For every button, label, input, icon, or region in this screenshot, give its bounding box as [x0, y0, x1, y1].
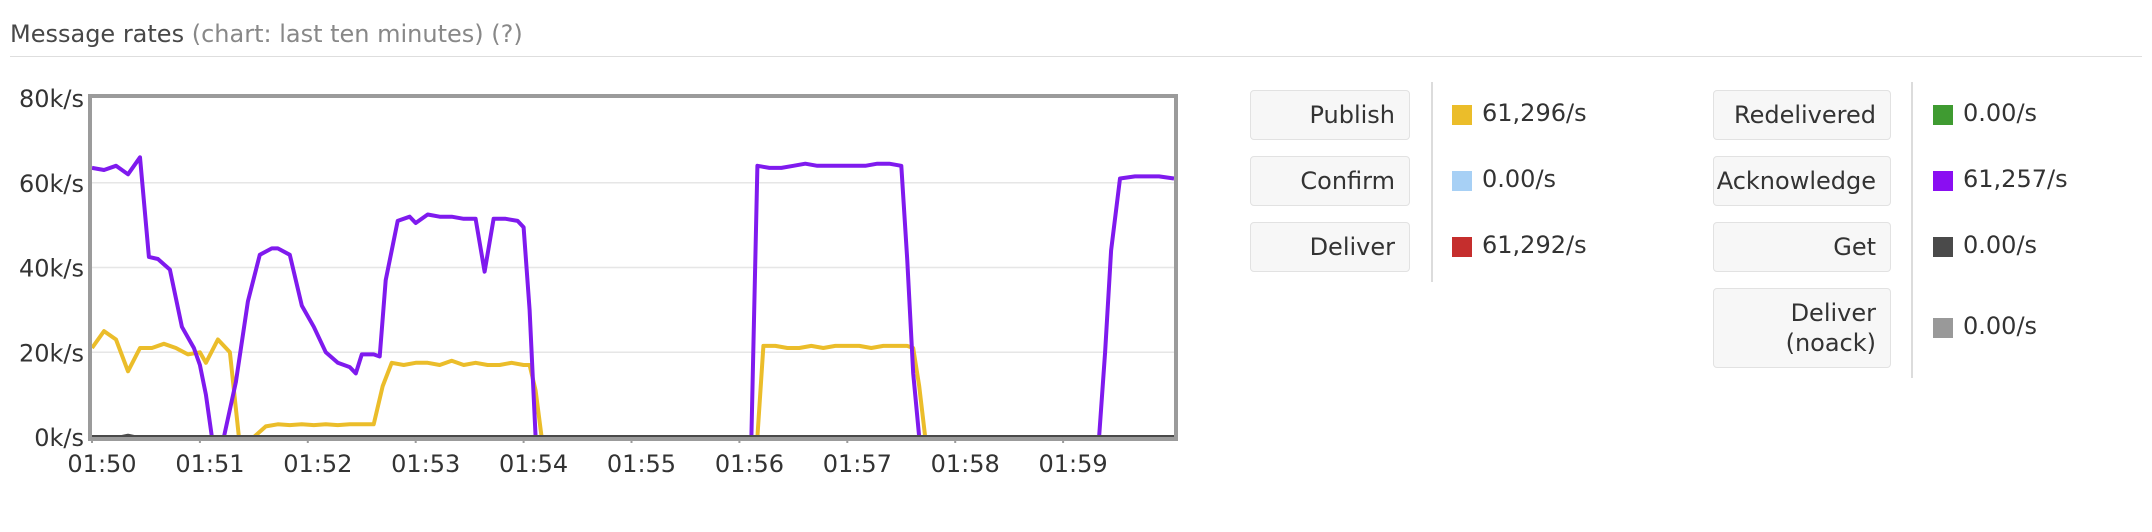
help-link[interactable]: (?) [491, 20, 523, 48]
title-text: Message rates [10, 20, 185, 48]
legend-value: 0.00/s [1963, 312, 2038, 340]
legend-label: Acknowledge [1716, 167, 1876, 195]
legend-row: Deliver 61,292/s [1250, 222, 1710, 274]
legend-value: 61,257/s [1963, 165, 2068, 193]
legend-row: Publish 61,296/s [1250, 90, 1710, 142]
legend-label: Publish [1309, 101, 1395, 129]
legend-toggle-redelivered[interactable]: Redelivered [1713, 90, 1891, 140]
y-tick-label: 20k/s [19, 339, 84, 367]
legend-row: Redelivered 0.00/s [1713, 90, 2152, 142]
legend-label: Get [1833, 233, 1876, 261]
legend-toggle-publish[interactable]: Publish [1250, 90, 1410, 140]
legend-toggle-get[interactable]: Get [1713, 222, 1891, 272]
legend-divider-left [1431, 82, 1433, 282]
legend-label: Confirm [1300, 167, 1395, 195]
series-line-get [92, 433, 1174, 439]
legend-value: 61,296/s [1482, 99, 1587, 127]
chart-frame [88, 94, 1178, 441]
legend-row: Deliver (noack) 0.00/s [1713, 288, 2152, 368]
legend-value: 61,292/s [1482, 231, 1587, 259]
legend-row: Get 0.00/s [1713, 222, 2152, 274]
legend-swatch [1933, 105, 1953, 125]
legend-row: Acknowledge 61,257/s [1713, 156, 2152, 208]
legend-toggle-deliver[interactable]: Deliver [1250, 222, 1410, 272]
legend-swatch [1452, 105, 1472, 125]
series-line-acknowledge [91, 155, 1175, 439]
legend-left: Publish 61,296/s Confirm 0.00/s Deliver 61,29… [1250, 90, 1590, 290]
series-line-publish [90, 329, 1174, 439]
legend-swatch [1933, 171, 1953, 191]
legend-swatch [1933, 237, 1953, 257]
legend-toggle-confirm[interactable]: Confirm [1250, 156, 1410, 206]
legend-toggle-deliver-noack[interactable]: Deliver (noack) [1713, 288, 1891, 368]
legend-divider-right [1911, 82, 1913, 378]
x-tick-label: 01:51 [175, 450, 244, 478]
legend-swatch [1933, 318, 1953, 338]
chart-grid [92, 182, 1174, 353]
section-title: Message rates (chart: last ten minutes) … [10, 20, 523, 48]
legend-toggle-acknowledge[interactable]: Acknowledge [1713, 156, 1891, 206]
legend-swatch [1452, 171, 1472, 191]
x-tick-label: 01:55 [607, 450, 676, 478]
legend-label: Redelivered [1733, 101, 1876, 129]
message-rates-header: Message rates (chart: last ten minutes) … [10, 18, 2142, 57]
y-tick-label: 40k/s [19, 255, 84, 283]
legend-value: 0.00/s [1963, 99, 2038, 127]
x-tick-label: 01:57 [823, 450, 892, 478]
x-tick-label: 01:53 [391, 450, 460, 478]
x-tick-label: 01:58 [931, 450, 1000, 478]
y-tick-label: 0k/s [34, 424, 84, 452]
legend-swatch [1452, 237, 1472, 257]
x-axis-ticks: 01:50 01:51 01:52 01:53 01:54 01:55 01:56 01:57… [67, 437, 1108, 478]
legend-label: Deliver [1309, 233, 1395, 261]
y-axis-ticks: 80k/s 60k/s 40k/s 20k/s 0k/s [19, 85, 84, 452]
chart-series [90, 155, 1175, 439]
message-rates-chart: 80k/s 60k/s 40k/s 20k/s 0k/s 01:50 01:51 01:52… [19, 85, 1178, 478]
y-tick-label: 80k/s [19, 85, 84, 113]
x-tick-label: 01:59 [1039, 450, 1108, 478]
legend-label: Deliver (noack) [1785, 299, 1876, 357]
subtitle-text[interactable]: (chart: last ten minutes) [191, 20, 484, 48]
x-tick-label: 01:56 [715, 450, 784, 478]
legend-right: Redelivered 0.00/s Acknowledge 61,257/s Get 0… [1713, 90, 2093, 380]
legend-value: 0.00/s [1963, 231, 2038, 259]
x-tick-label: 01:50 [67, 450, 136, 478]
x-tick-label: 01:54 [499, 450, 568, 478]
y-tick-label: 60k/s [19, 170, 84, 198]
legend-row: Confirm 0.00/s [1250, 156, 1710, 208]
legend-value: 0.00/s [1482, 165, 1557, 193]
x-tick-label: 01:52 [283, 450, 352, 478]
